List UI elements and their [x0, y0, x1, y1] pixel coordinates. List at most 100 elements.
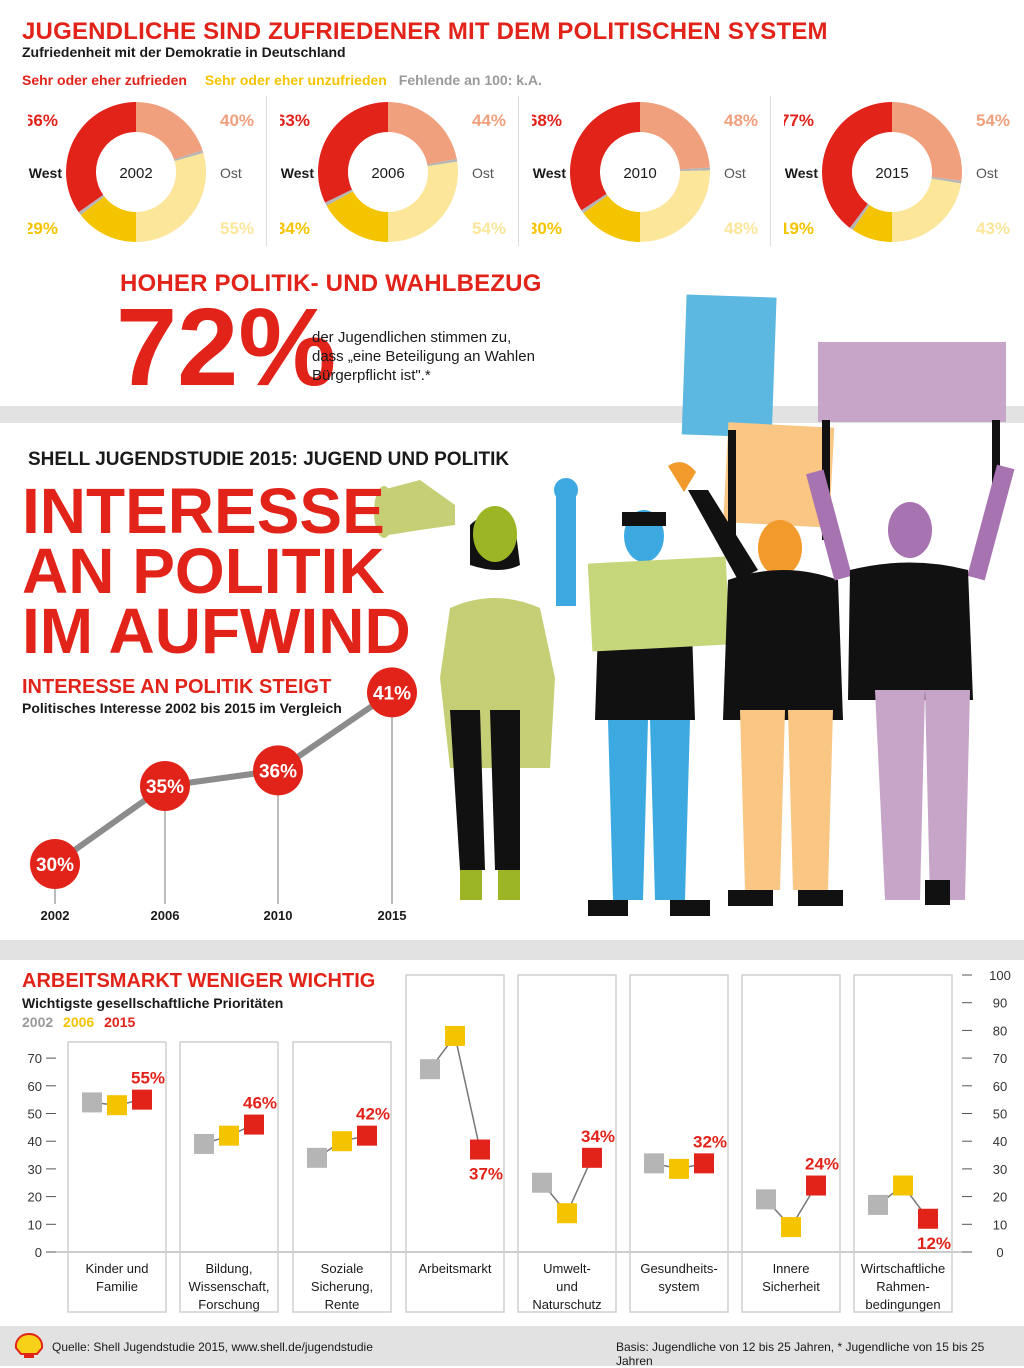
priority-category: 24% Innere Sicherheit	[741, 974, 841, 1313]
category-box	[741, 974, 841, 1313]
west-label: West	[281, 165, 315, 181]
category-label: Umwelt-	[543, 1261, 591, 1276]
category-box	[853, 974, 953, 1313]
left-tick-label: 40	[28, 1134, 42, 1149]
donut-2006-west-unsatisfied	[326, 191, 388, 242]
purple-person	[806, 464, 1015, 905]
priority-marker-2015	[470, 1139, 490, 1160]
interest-chart-title: INTERESSE AN POLITIK STEIGT	[22, 676, 332, 698]
ost-unsatisfied-label: 43%	[976, 219, 1010, 238]
ost-label: Ost	[472, 165, 494, 181]
category-box	[292, 1041, 392, 1313]
purple-placard	[818, 342, 1006, 422]
priority-value-label: 55%	[131, 1069, 165, 1088]
blue-person	[554, 478, 710, 916]
ost-unsatisfied-label: 48%	[724, 219, 758, 238]
right-tick-label: 50	[993, 1107, 1007, 1122]
priority-value-label: 42%	[356, 1105, 390, 1124]
donut-year-label: 2010	[623, 165, 656, 182]
donut-year-label: 2002	[119, 165, 152, 182]
ost-unsatisfied-label: 54%	[472, 219, 506, 238]
left-tick-label: 0	[35, 1245, 42, 1260]
headline-line2: AN POLITIK	[22, 535, 385, 607]
left-tick-label: 20	[28, 1190, 42, 1205]
west-unsatisfied-label: 29%	[28, 219, 58, 238]
donut-2010-ost-unsatisfied	[640, 170, 710, 242]
priority-category: 32% Gesundheits-system	[629, 974, 729, 1313]
priority-line	[429, 1034, 481, 1150]
right-tick-label: 40	[993, 1134, 1007, 1149]
category-label: Innere	[773, 1261, 810, 1276]
donut-2002-west-unsatisfied	[80, 196, 136, 242]
priority-marker-2006	[893, 1175, 913, 1196]
priority-marker-2006	[557, 1203, 577, 1224]
interest-year-label: 2002	[41, 908, 70, 923]
priority-marker-2006	[445, 1025, 465, 1046]
priority-marker-2006	[107, 1095, 127, 1116]
priority-marker-2002	[420, 1059, 440, 1080]
donut-2006: 2006 63% 34% 44% 54% West Ost	[280, 102, 506, 242]
donut-legend: Sehr oder eher zufrieden Sehr oder eher …	[22, 72, 542, 88]
left-tick-label: 60	[28, 1079, 42, 1094]
west-satisfied-label: 63%	[280, 111, 310, 130]
priorities-title: ARBEITSMARKT WENIGER WICHTIG	[22, 970, 376, 992]
donut-2010-west-satisfied	[570, 102, 640, 211]
blue-placard	[681, 294, 777, 438]
category-label: Forschung	[198, 1297, 259, 1312]
category-label: Naturschutz	[532, 1297, 601, 1312]
section2-text-line3: Bürgerpflicht ist".*	[312, 367, 431, 384]
orange-placard	[723, 422, 835, 528]
priorities-legend: 2002 2006 2015	[22, 1014, 135, 1030]
donut-2006-ost-satisfied	[388, 102, 457, 165]
ost-label: Ost	[220, 165, 242, 181]
donut-2010: 2010 68% 30% 48% 48% West Ost	[532, 102, 758, 242]
ost-satisfied-label: 54%	[976, 111, 1010, 130]
priority-marker-2002	[644, 1153, 664, 1174]
priority-category: 37% Arbeitsmarkt	[405, 974, 505, 1313]
category-label: Kinder und	[86, 1261, 149, 1276]
west-unsatisfied-label: 19%	[784, 219, 814, 238]
donut-2002-ost-unsatisfied	[136, 153, 207, 242]
footer-source: Quelle: Shell Jugendstudie 2015, www.she…	[52, 1340, 373, 1354]
category-label: Rahmen-	[876, 1279, 929, 1294]
priority-marker-2002	[82, 1092, 102, 1113]
interest-chart-subtitle: Politisches Interesse 2002 bis 2015 im V…	[22, 700, 342, 716]
priority-marker-2015	[357, 1125, 377, 1146]
west-label: West	[29, 165, 63, 181]
legend-2002: 2002	[22, 1014, 54, 1030]
priority-marker-2015	[244, 1114, 264, 1135]
category-label: Sicherung,	[311, 1279, 373, 1294]
ost-label: Ost	[976, 165, 998, 181]
footer-basis: Basis: Jugendliche von 12 bis 25 Jahren,…	[616, 1340, 985, 1368]
right-tick-label: 70	[993, 1051, 1007, 1066]
donut-2015-west-missing	[849, 203, 870, 230]
donut-separator	[770, 96, 771, 246]
right-tick-label: 60	[993, 1079, 1007, 1094]
megaphone-person	[374, 480, 555, 900]
category-label: Gesundheits-	[640, 1261, 717, 1276]
category-label: Wirtschaftliche	[861, 1261, 946, 1276]
interest-line-chart: 30% 2002 35% 2006 36% 2010 41% 2015	[30, 667, 417, 923]
category-label: system	[658, 1279, 699, 1294]
legend-2006: 2006	[63, 1014, 95, 1030]
category-label: Wissenschaft,	[189, 1279, 270, 1294]
priority-marker-2015	[694, 1153, 714, 1174]
section2-title: HOHER POLITIK- UND WAHLBEZUG	[120, 270, 542, 297]
green-placard	[587, 556, 731, 652]
headline-line1: INTERESSE	[22, 475, 385, 547]
orange-person	[668, 462, 843, 906]
ost-satisfied-label: 40%	[220, 111, 254, 130]
donut-2015-ost-satisfied	[892, 102, 962, 181]
interest-year-label: 2010	[264, 908, 293, 923]
legend-missing: Fehlende an 100: k.A.	[398, 72, 542, 88]
section1-title: JUGENDLICHE SIND ZUFRIEDENER MIT DEM POL…	[22, 18, 828, 45]
big-72-percent: 72%	[116, 286, 337, 409]
donut-2015-west-satisfied	[822, 102, 892, 228]
interest-point	[367, 667, 417, 718]
donut-2006-west-satisfied	[318, 102, 388, 203]
west-satisfied-label: 77%	[784, 111, 814, 130]
right-tick-label: 10	[993, 1217, 1007, 1232]
right-tick-label: 20	[993, 1190, 1007, 1205]
category-label: Bildung,	[206, 1261, 253, 1276]
donut-2010-west-missing	[581, 193, 608, 214]
